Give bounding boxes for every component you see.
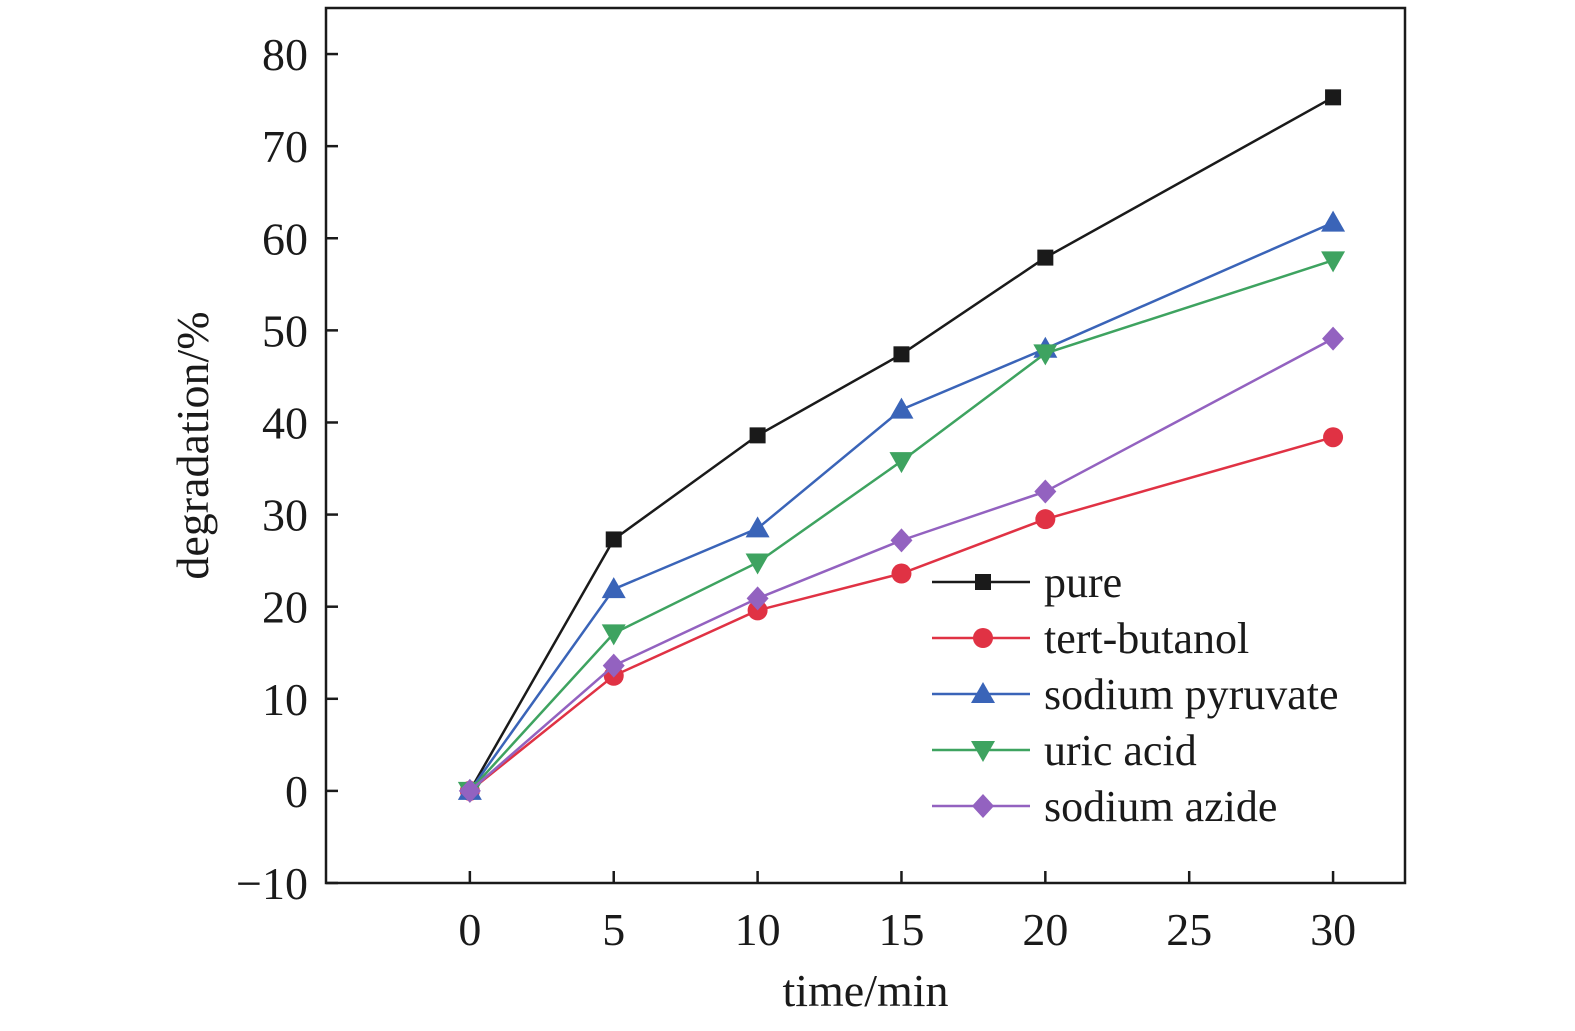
data-point-2-5: [1321, 210, 1346, 232]
data-point-4-5: [1322, 326, 1345, 351]
legend-marker-3: [971, 741, 995, 762]
legend-label-4: sodium azide: [1044, 782, 1277, 831]
series-3: [457, 251, 1346, 803]
y-tick-label-0: −10: [236, 858, 308, 909]
data-point-3-4: [1033, 344, 1058, 366]
series-line-2: [468, 221, 1334, 792]
x-tick-label-6: 30: [1310, 904, 1356, 955]
axis-ticks: [326, 52, 1335, 885]
data-point-1-4: [1035, 509, 1056, 530]
y-tick-label-1: 0: [285, 766, 308, 817]
legend-label-1: tert-butanol: [1044, 614, 1249, 663]
y-tick-label-2: 10: [262, 674, 308, 725]
y-tick-label-6: 50: [262, 305, 308, 356]
series-layer: [457, 89, 1346, 803]
legend-item-4: sodium azide: [932, 782, 1277, 831]
y-tick-label-8: 70: [262, 121, 308, 172]
series-line-4: [469, 337, 1334, 792]
data-point-2-1: [601, 577, 626, 599]
legend-item-2: sodium pyruvate: [932, 670, 1339, 719]
data-point-4-4: [1034, 479, 1057, 504]
legend-marker-4: [972, 794, 994, 818]
legend: pure tert-butanol sodium pyruvate uric acid…: [932, 558, 1339, 831]
data-point-0-2: [749, 427, 766, 444]
data-point-4-0: [458, 778, 481, 803]
data-point-4-2: [746, 586, 769, 611]
legend-label-2: sodium pyruvate: [1044, 670, 1339, 719]
y-tick-label-7: 60: [262, 213, 308, 264]
x-tick-label-3: 15: [878, 904, 924, 955]
data-point-3-2: [745, 553, 770, 575]
legend-item-3: uric acid: [932, 726, 1197, 775]
legend-item-0: pure: [932, 558, 1122, 607]
x-tick-label-1: 5: [602, 904, 625, 955]
x-tick-label-0: 0: [458, 904, 481, 955]
legend-marker-0: [975, 574, 991, 590]
series-0: [461, 89, 1342, 799]
y-tick-label-4: 30: [262, 490, 308, 541]
data-point-0-1: [605, 531, 622, 548]
series-line-3: [468, 259, 1334, 792]
data-point-0-4: [1037, 249, 1054, 266]
y-tick-label-9: 80: [262, 29, 308, 80]
y-axis-label: degradation/%: [167, 311, 218, 579]
series-line-1: [469, 436, 1334, 792]
plot-frame: [324, 6, 1407, 885]
data-point-0-5: [1325, 89, 1342, 106]
data-point-0-3: [893, 346, 910, 363]
data-point-3-1: [601, 624, 626, 646]
data-point-4-1: [602, 653, 625, 678]
data-point-1-3: [891, 563, 912, 584]
axis-tick-labels: 0 5 10 15 20 25 30 −10 0 10 20 30 40 50 60 70 80: [236, 29, 1356, 955]
series-4: [458, 326, 1345, 803]
legend-label-0: pure: [1044, 558, 1122, 607]
y-tick-label-5: 40: [262, 397, 308, 448]
data-point-2-3: [889, 397, 914, 419]
y-tick-label-3: 20: [262, 582, 308, 633]
series-line-0: [468, 96, 1334, 792]
x-axis-label: time/min: [782, 965, 948, 1016]
data-point-3-3: [889, 452, 914, 474]
data-point-4-3: [890, 528, 913, 553]
data-point-2-2: [745, 516, 770, 538]
legend-marker-1: [973, 628, 993, 648]
x-tick-label-5: 25: [1166, 904, 1212, 955]
x-tick-label-2: 10: [735, 904, 781, 955]
data-point-1-5: [1323, 427, 1344, 448]
legend-label-3: uric acid: [1044, 726, 1197, 775]
legend-marker-2: [971, 682, 995, 703]
legend-item-1: tert-butanol: [932, 614, 1249, 663]
x-tick-label-4: 20: [1022, 904, 1068, 955]
data-point-3-5: [1321, 251, 1346, 273]
